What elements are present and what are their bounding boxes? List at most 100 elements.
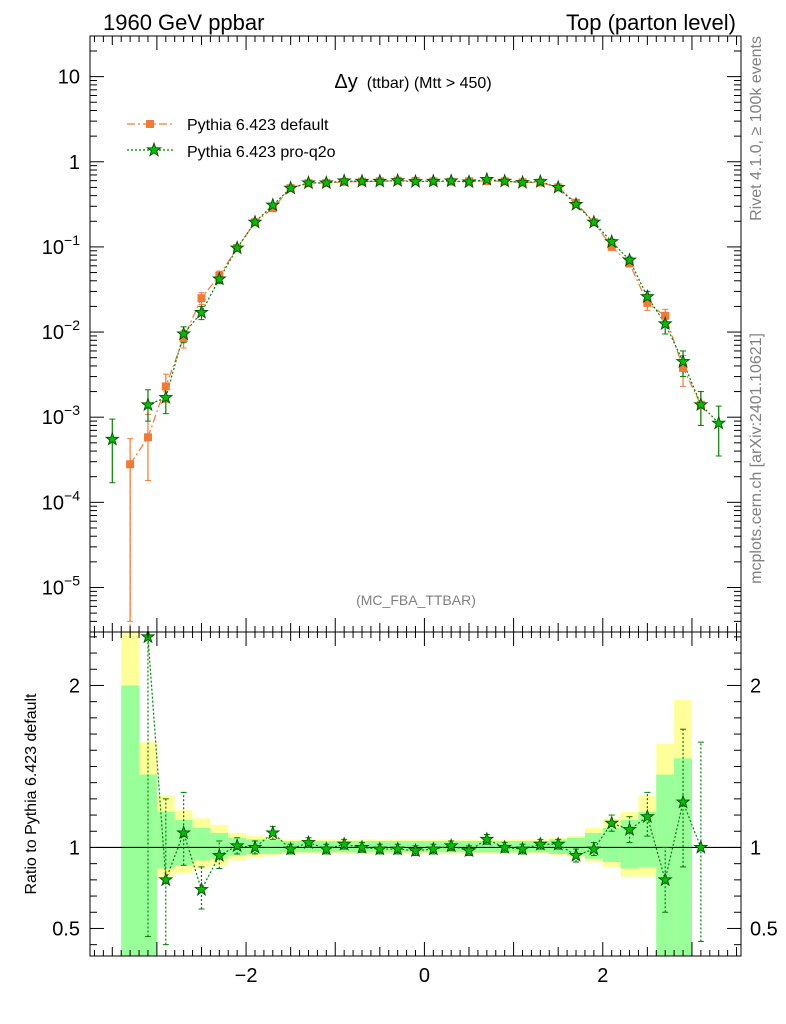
ratio-data-point (318, 841, 334, 856)
ratio-data-point (604, 815, 620, 830)
proq2o-data-point (158, 389, 174, 404)
proq2o-data-point (693, 396, 709, 412)
ratio-data-point (158, 871, 174, 887)
default-data-point (661, 311, 670, 320)
ratio-data-point (675, 794, 691, 809)
ratio-xtick-label: 0 (419, 965, 430, 987)
ratio-ytick-label-left: 1 (69, 837, 80, 859)
ratio-data-point (532, 836, 548, 851)
ratio-data-point (283, 841, 299, 856)
ratio-data-point (425, 841, 441, 856)
ratio-data-point (408, 842, 423, 858)
main-ytick-label: 10 (58, 67, 80, 89)
ratio-data-point (461, 842, 477, 858)
ratio-band-inner (567, 837, 585, 856)
default-series-line (129, 180, 702, 465)
ratio-data-point (550, 836, 566, 851)
proq2o-data-point (443, 173, 459, 188)
default-data-point (679, 363, 688, 372)
main-ytick-label: 10−1 (42, 232, 80, 259)
ratio-xtick-label: −2 (235, 965, 258, 987)
legend-label-proq2o: Pythia 6.423 pro-q2o (187, 144, 336, 161)
mcplots-source-note: mcplots.cern.ch [arXiv:2401.10621] (748, 333, 765, 584)
ratio-data-point (479, 831, 495, 846)
ratio-data-point (176, 825, 192, 840)
proq2o-data-point (390, 172, 406, 188)
legend-marker-proq2o (146, 141, 162, 157)
ratio-data-point (497, 839, 513, 854)
ratio-ylabel: Ratio to Pythia 6.423 default (23, 693, 40, 895)
ratio-band-inner (210, 832, 229, 859)
proq2o-data-point (318, 175, 334, 190)
ratio-band-inner (638, 811, 657, 867)
proq2o-data-point (229, 240, 245, 255)
main-ytick-label: 10−2 (42, 317, 80, 344)
ratio-data-point (693, 839, 709, 854)
default-data-point (607, 242, 616, 251)
proq2o-data-point (372, 173, 388, 188)
proq2o-data-point (247, 214, 263, 229)
ratio-data-point (336, 836, 352, 851)
ratio-ytick-label-left: 2 (69, 675, 80, 697)
main-ytick-label: 10−5 (42, 572, 80, 599)
ratio-data-point (639, 808, 655, 824)
ratio-data-point (247, 839, 263, 854)
ratio-ytick-label-right: 0.5 (750, 918, 778, 940)
default-data-point (161, 382, 170, 391)
ratio-band-inner (620, 819, 639, 869)
ratio-axes: 0.5 0.5 1 1 2 2 −2 0 2 (52, 632, 778, 987)
proq2o-data-point (497, 173, 513, 188)
main-ytick-label: 10−4 (42, 487, 80, 514)
default-data-point (625, 259, 634, 268)
proq2o-data-point (104, 431, 120, 446)
proq2o-data-point (675, 353, 691, 368)
main-ytick-label: 10−3 (42, 402, 80, 429)
ratio-xtick-label: 2 (597, 965, 608, 987)
main-marks (104, 171, 727, 632)
ratio-data-point (229, 837, 245, 853)
ratio-plot: 0.5 0.5 1 1 2 2 −2 0 2 Ratio to Pythia 6.423 def… (23, 628, 778, 987)
ratio-data-point (622, 821, 638, 837)
ratio-band-inner (139, 774, 157, 956)
ratio-data-point (586, 841, 602, 856)
proq2o-data-point (211, 271, 227, 286)
ratio-band-inner (602, 828, 621, 863)
default-data-point (197, 294, 206, 303)
proq2o-data-point (622, 252, 638, 267)
proq2o-data-point (515, 174, 531, 189)
proq2o-data-point (657, 315, 673, 331)
proq2o-data-point (193, 304, 209, 319)
legend-entry-default: Pythia 6.423 default (127, 117, 329, 134)
ratio-data-point (211, 847, 227, 862)
ratio-band-inner (656, 774, 675, 956)
default-data-point (643, 298, 652, 307)
header-process-label: Top (parton level) (566, 10, 736, 35)
main-plot: Δy (ttbar) (Mtt > 450) (MC_FBA_TTBAR) Py… (42, 35, 742, 633)
main-axes: 10−5 10−4 10−3 10−2 10−1 1 10 (42, 35, 741, 633)
proq2o-data-point (639, 288, 655, 304)
proq2o-data-point (532, 173, 548, 188)
proq2o-data-point (568, 196, 584, 211)
rivet-version-note: Rivet 4.1.0, ≥ 100k events (748, 36, 765, 221)
ratio-plot-frame (89, 631, 742, 957)
legend-marker-default (146, 120, 154, 128)
ratio-band-inner (263, 839, 282, 854)
ratio-ytick-label-right: 1 (750, 837, 761, 859)
ratio-data-point (390, 841, 406, 856)
proq2o-data-point (479, 171, 495, 186)
ratio-data-point (354, 839, 370, 854)
ratio-marks (90, 628, 741, 956)
proq2o-data-point (283, 180, 299, 195)
default-data-point (126, 460, 135, 469)
proq2o-series-line (147, 178, 720, 424)
proq2o-data-point (336, 173, 352, 188)
ratio-band-inner (192, 828, 211, 861)
proq2o-data-point (425, 173, 441, 188)
ratio-data-point (568, 847, 584, 862)
ratio-band-inner (477, 840, 496, 853)
proq2o-data-point (140, 396, 156, 412)
proq2o-data-point (711, 415, 727, 430)
title-rest: (ttbar) (Mtt > 450) (367, 75, 492, 92)
ratio-data-point (193, 881, 209, 896)
default-data-point (179, 334, 188, 343)
